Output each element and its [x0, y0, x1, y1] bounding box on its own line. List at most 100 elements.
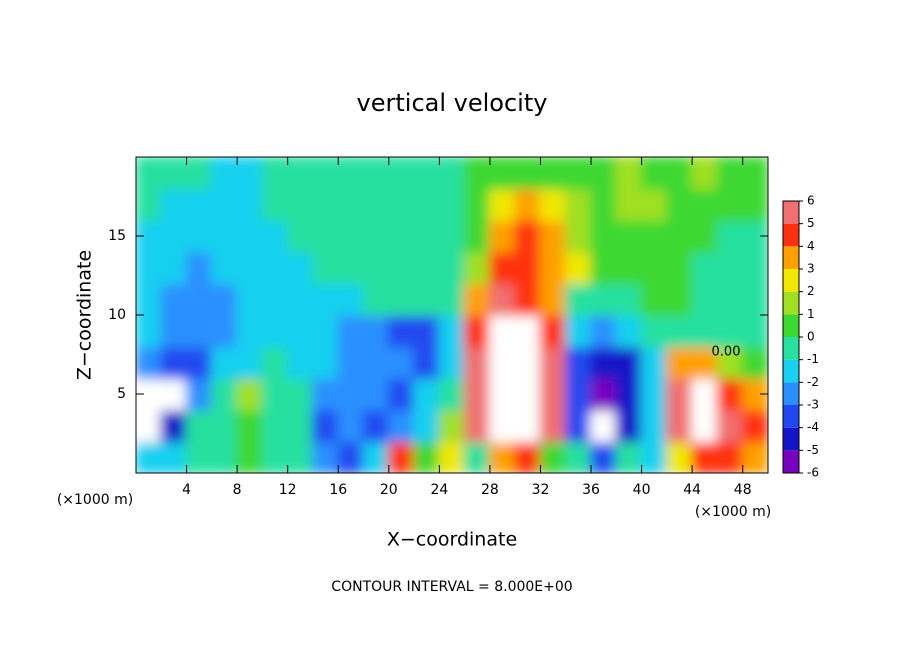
- colorbar-swatch: [783, 427, 799, 451]
- cell: [337, 408, 365, 443]
- x-tick-label: 8: [233, 482, 242, 498]
- cell: [716, 187, 744, 222]
- cell: [488, 282, 517, 316]
- cell: [413, 377, 441, 411]
- cell: [387, 314, 416, 348]
- cell: [236, 440, 264, 473]
- cell: [539, 408, 567, 443]
- cell: [413, 345, 441, 380]
- cell: [716, 219, 744, 253]
- cell: [438, 440, 466, 473]
- cell: [665, 408, 694, 443]
- cell: [640, 314, 668, 348]
- contour-label: 0.00: [712, 345, 741, 360]
- cell: [413, 408, 441, 443]
- cell: [716, 250, 744, 285]
- cell: [741, 157, 768, 190]
- colorbar-tick-label: -1: [807, 352, 819, 366]
- y-axis-label: Z−coordinate: [74, 250, 96, 380]
- cell: [286, 440, 314, 473]
- colorbar-tick-label: 5: [807, 216, 815, 230]
- colorbar-swatch: [783, 405, 799, 428]
- cell: [210, 157, 239, 190]
- cell: [136, 250, 163, 285]
- colorbar-tick-label: -5: [807, 443, 819, 457]
- cell: [210, 250, 239, 285]
- cell: [665, 219, 694, 253]
- cell: [514, 157, 542, 190]
- cell: [311, 314, 340, 348]
- colorbar-tick-label: 0: [807, 330, 815, 344]
- colorbar-swatch: [783, 223, 799, 247]
- colorbar-swatch: [783, 246, 799, 269]
- cell: [136, 157, 163, 190]
- cell: [438, 187, 466, 222]
- cell: [615, 314, 643, 348]
- cell: [564, 219, 593, 253]
- cell: [488, 408, 517, 443]
- x-tick-label: 40: [633, 482, 651, 498]
- cell: [665, 187, 694, 222]
- cell: [185, 157, 213, 190]
- cell: [615, 219, 643, 253]
- cell: [160, 377, 188, 411]
- cell: [438, 408, 466, 443]
- x-tick-label: 16: [329, 482, 347, 498]
- cell: [236, 282, 264, 316]
- y-tick-label: 5: [117, 386, 126, 402]
- cell: [514, 408, 542, 443]
- cell: [741, 282, 768, 316]
- cell: [210, 408, 239, 443]
- cell: [691, 219, 719, 253]
- cell: [514, 219, 542, 253]
- cell: [413, 282, 441, 316]
- cell: [160, 314, 188, 348]
- cell: [387, 157, 416, 190]
- cell: [665, 157, 694, 190]
- cell: [236, 187, 264, 222]
- cell: [539, 250, 567, 285]
- cell: [741, 345, 768, 380]
- cell: [185, 314, 213, 348]
- cell: [261, 187, 289, 222]
- cell: [387, 250, 416, 285]
- cell: [261, 219, 289, 253]
- cell: [665, 282, 694, 316]
- cell: [413, 440, 441, 473]
- cell: [286, 408, 314, 443]
- x-tick-label: 24: [430, 482, 448, 498]
- cell: [337, 219, 365, 253]
- cell: [615, 345, 643, 380]
- colorbar-tick-label: 1: [807, 307, 815, 321]
- cell: [488, 440, 517, 473]
- x-tick-label: 32: [532, 482, 550, 498]
- cell: [160, 282, 188, 316]
- cell: [185, 187, 213, 222]
- cell: [463, 345, 491, 380]
- cell: [311, 157, 340, 190]
- cell: [337, 250, 365, 285]
- cell: [362, 250, 390, 285]
- cell: [488, 345, 517, 380]
- cell: [337, 282, 365, 316]
- cell: [311, 187, 340, 222]
- cell: [413, 187, 441, 222]
- cell: [640, 282, 668, 316]
- colorbar-swatch: [783, 450, 799, 473]
- cell: [438, 345, 466, 380]
- cell: [590, 219, 618, 253]
- cell: [337, 314, 365, 348]
- colorbar-swatch: [783, 201, 799, 224]
- cell: [640, 157, 668, 190]
- cell: [136, 282, 163, 316]
- cell: [564, 377, 593, 411]
- cell: [539, 345, 567, 380]
- colorbar-tick-label: -4: [807, 420, 819, 434]
- cell: [337, 157, 365, 190]
- cell: [236, 377, 264, 411]
- cell: [261, 408, 289, 443]
- y-tick-label: 15: [108, 228, 126, 244]
- cell: [463, 282, 491, 316]
- cell: [210, 314, 239, 348]
- cell: [539, 157, 567, 190]
